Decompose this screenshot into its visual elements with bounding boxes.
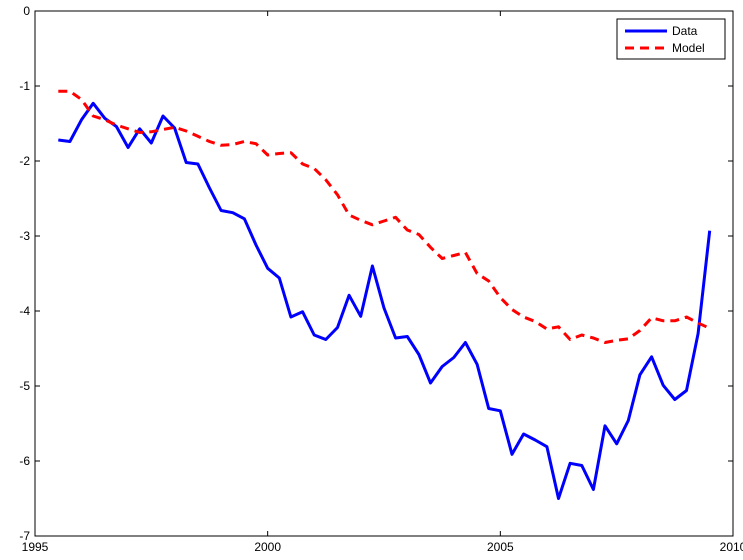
y-tick-label: -3 xyxy=(19,229,30,243)
y-tick-label: -1 xyxy=(19,79,30,93)
series-lines xyxy=(58,89,712,500)
y-tick-label: -6 xyxy=(19,454,30,468)
legend: Data Model xyxy=(616,18,726,60)
y-tick-label: -5 xyxy=(19,379,30,393)
x-tick-label: 1995 xyxy=(22,540,49,554)
legend-label-data: Data xyxy=(672,24,698,38)
legend-label-model: Model xyxy=(672,41,705,55)
x-tick-label: 2010 xyxy=(720,540,743,554)
plot-frame xyxy=(34,10,734,537)
y-tick-label: -7 xyxy=(19,529,30,543)
x-tick-label: 2005 xyxy=(487,540,514,554)
y-tick-label: 0 xyxy=(23,4,30,18)
series-line-model xyxy=(58,89,711,344)
x-tick-label: 2000 xyxy=(254,540,281,554)
y-tick-label: -4 xyxy=(19,304,30,318)
axis-ticks: 1995 2000 2005 2010 -7 -6 -5 -4 -3 -2 -1 0 xyxy=(19,4,743,554)
series-line-data xyxy=(58,101,712,500)
legend-box xyxy=(616,18,726,60)
y-tick-label: -2 xyxy=(19,154,30,168)
